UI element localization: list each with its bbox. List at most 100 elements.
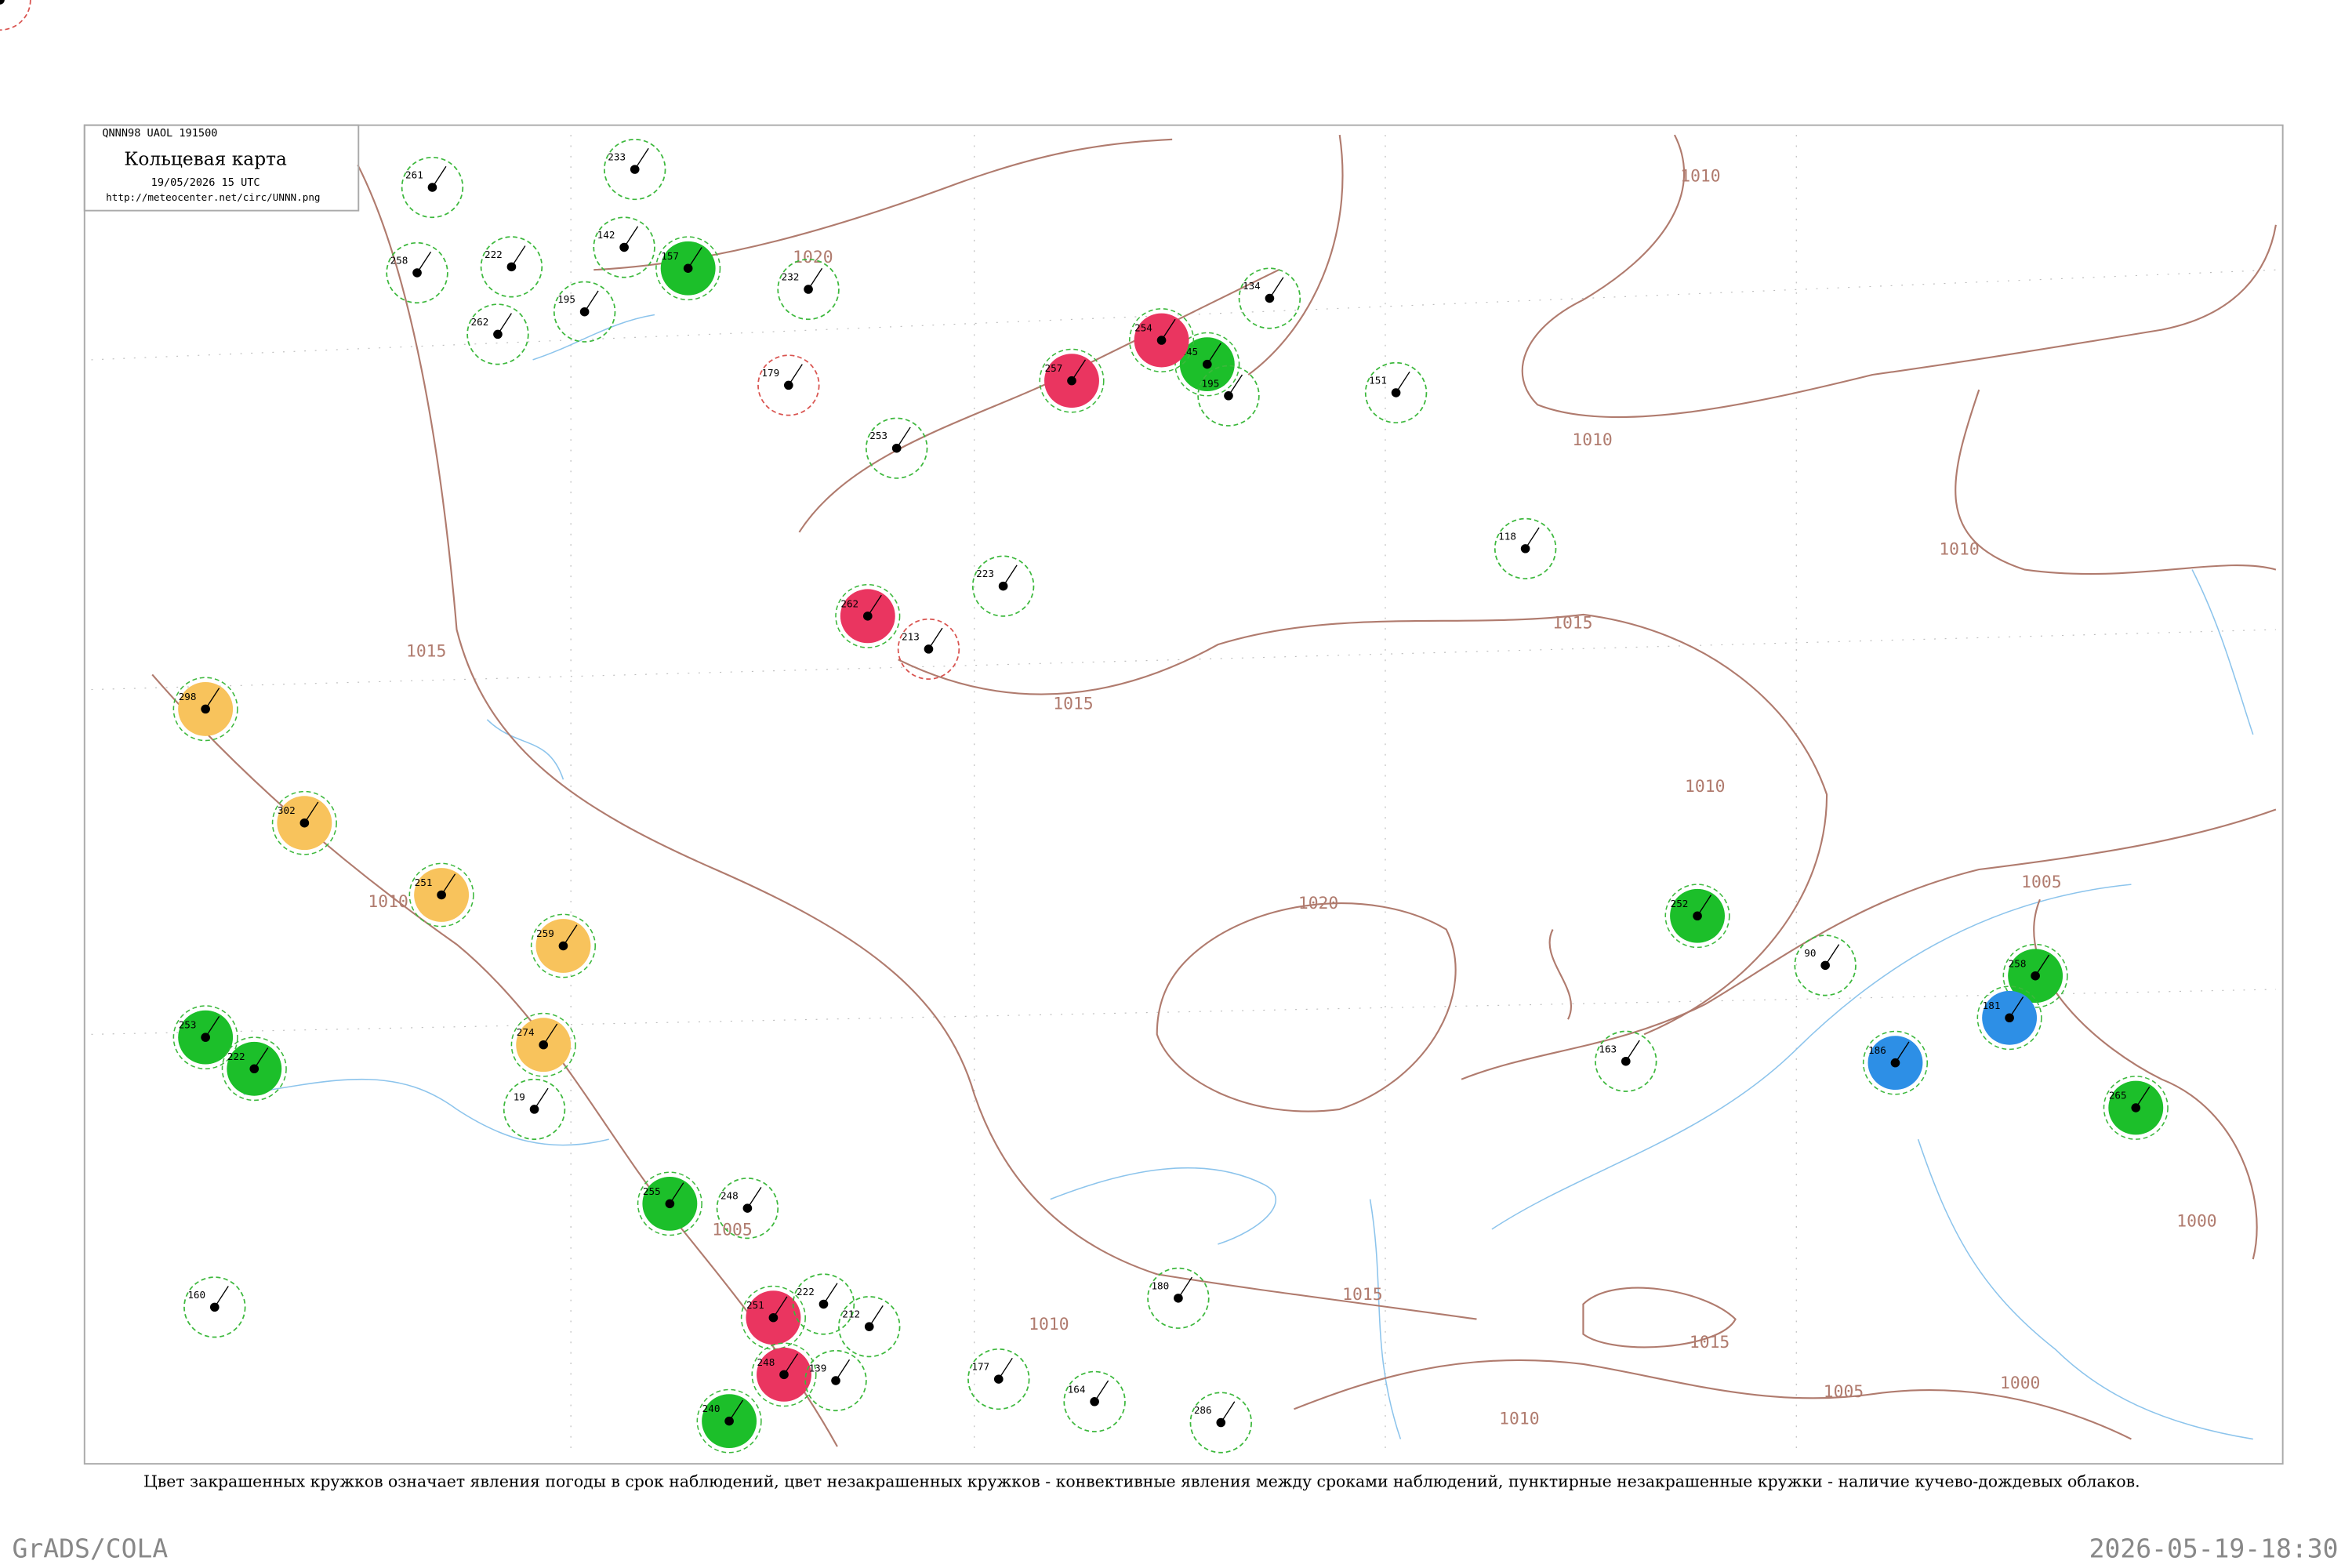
- station-pressure: 262: [471, 316, 489, 328]
- station-pressure: 134: [1243, 280, 1261, 292]
- station-pressure: 254: [1134, 322, 1152, 334]
- station: 252: [1664, 884, 1730, 949]
- station-dot: [0, 0, 5, 5]
- station-pressure: 180: [1151, 1279, 1169, 1291]
- station-dot: [539, 1040, 549, 1050]
- station: 179: [757, 354, 820, 416]
- station-ring: [655, 236, 721, 301]
- station-ring: [804, 1349, 867, 1412]
- wind-barb: [543, 1023, 558, 1046]
- station-ring: [716, 1178, 779, 1240]
- station-dot: [1890, 1058, 1900, 1068]
- wind-barb: [634, 147, 649, 170]
- station: 255: [637, 1171, 702, 1236]
- station-pressure: 259: [536, 927, 554, 939]
- station: 151: [1364, 361, 1428, 424]
- station: 177: [967, 1348, 1030, 1410]
- station-pressure: 222: [485, 249, 503, 260]
- station-pressure: 223: [976, 568, 994, 579]
- station-ring: [530, 913, 596, 978]
- wind-barb: [584, 290, 599, 313]
- wind-barb: [2009, 996, 2024, 1018]
- station-dot: [299, 818, 310, 828]
- station: 253: [865, 417, 928, 479]
- isobar-label: 1010: [1572, 430, 1612, 449]
- rivers: [243, 314, 2254, 1440]
- station-ring: [172, 1005, 238, 1070]
- station: 157: [655, 236, 721, 301]
- station: 118: [1494, 517, 1557, 579]
- wind-barb: [1003, 564, 1018, 586]
- wind-barb: [927, 627, 943, 650]
- station-pressure: 19: [514, 1091, 525, 1103]
- station-pressure: 222: [227, 1051, 245, 1062]
- station-pressure: 262: [840, 597, 858, 609]
- wind-barb: [1697, 895, 1712, 916]
- caption: Цвет закрашенных кружков означает явлени…: [143, 1472, 2140, 1491]
- station-pressure: 157: [661, 250, 679, 262]
- station-ring: [2002, 943, 2068, 1008]
- header-title: Кольцевая карта: [124, 149, 287, 169]
- wind-barb: [497, 313, 512, 335]
- wind-barb: [416, 251, 432, 274]
- station: 257: [1039, 348, 1105, 413]
- station: 240: [696, 1388, 762, 1454]
- wind-barb: [1207, 343, 1221, 365]
- wind-barb: [867, 594, 882, 617]
- station-dot: [529, 1105, 539, 1114]
- station: 164: [1063, 1370, 1126, 1432]
- footer-left: GrADS/COLA: [13, 1534, 169, 1564]
- station-pressure: 177: [971, 1361, 989, 1373]
- wind-barb: [205, 1016, 220, 1038]
- station-pressure: 222: [797, 1286, 815, 1298]
- station-ring: [971, 555, 1035, 617]
- station-pressure: 186: [1868, 1044, 1886, 1056]
- station-dot: [493, 329, 503, 339]
- isobar-label: 1015: [406, 641, 446, 661]
- station: 262: [466, 303, 529, 365]
- wind-barb: [1160, 318, 1176, 341]
- station-ring: [835, 583, 901, 648]
- isobar-label: 1015: [1342, 1284, 1382, 1304]
- isobar-label: 1000: [2176, 1210, 2216, 1230]
- station-dot: [724, 1416, 734, 1426]
- station-ring: [1364, 361, 1428, 424]
- station-dot: [1820, 960, 1830, 971]
- wind-barb: [822, 1283, 838, 1305]
- header-code: QNNN98 UAOL 191500: [102, 127, 217, 140]
- station-pressure: 298: [179, 691, 197, 702]
- station: 139: [804, 1349, 867, 1412]
- wind-barb: [562, 924, 578, 946]
- isobar-label: 1010: [1685, 776, 1725, 796]
- station-pressure: 258: [390, 255, 408, 267]
- station-ring: [1174, 332, 1240, 397]
- isobar-label: 1010: [1029, 1314, 1069, 1334]
- station: 251: [408, 862, 474, 927]
- station: 233: [604, 138, 666, 201]
- station-ring: [1189, 1392, 1252, 1454]
- station-dot: [998, 581, 1008, 591]
- station-ring: [1197, 365, 1260, 426]
- wind-barb: [1525, 527, 1540, 550]
- header-url: http://meteocenter.net/circ/UNNN.png: [106, 191, 320, 203]
- wind-barb: [728, 1399, 744, 1421]
- station-pressure: 257: [1045, 362, 1063, 374]
- station-pressure: 240: [702, 1403, 720, 1414]
- wind-barb: [1071, 359, 1087, 382]
- station-pressure: 212: [842, 1308, 860, 1320]
- station: 248: [751, 1342, 817, 1407]
- station-ring: [1129, 308, 1195, 372]
- station-pressure: 232: [782, 271, 800, 283]
- station-ring: [838, 1296, 901, 1358]
- station-ring: [777, 258, 840, 321]
- wind-barb: [788, 364, 803, 386]
- wind-barb: [1269, 277, 1284, 299]
- station-pressure: 302: [278, 804, 296, 816]
- station-pressure: 274: [517, 1026, 535, 1038]
- wind-barb: [669, 1182, 684, 1204]
- station: 181: [1976, 985, 2042, 1051]
- station-pressure: 164: [1068, 1383, 1086, 1395]
- station-ring: [751, 1342, 817, 1407]
- station-ring: [696, 1388, 762, 1454]
- station-pressure: 195: [557, 293, 575, 305]
